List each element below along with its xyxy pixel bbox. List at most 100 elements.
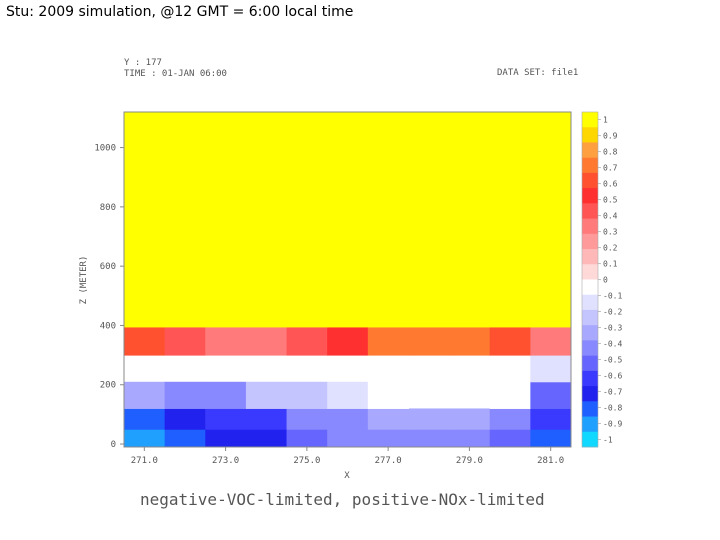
colorbar-label: 0.1 (603, 260, 618, 269)
heatmap-cell (245, 408, 288, 430)
heatmap-cell (367, 381, 409, 409)
x-tick-label: 277.0 (375, 456, 402, 466)
heatmap-cell (489, 381, 531, 409)
heatmap-cell (286, 326, 328, 356)
heatmap-cell (124, 298, 166, 328)
y-tick-label: 600 (100, 262, 116, 272)
colorbar-band (582, 233, 598, 250)
heatmap-cell (205, 298, 247, 328)
colorbar (581, 111, 599, 448)
colorbar-band (582, 203, 598, 219)
colorbar-label: 0.5 (603, 196, 618, 205)
colorbar-label: -0.2 (603, 307, 622, 316)
colorbar-band (582, 294, 598, 311)
colorbar-band (582, 142, 598, 159)
heatmap-cell (124, 381, 166, 409)
heatmap-cell (124, 429, 166, 448)
heatmap-cell (489, 298, 531, 328)
heatmap-cell (530, 429, 572, 448)
heatmap-cell (164, 381, 206, 409)
heatmap-cell (449, 326, 491, 356)
heatmap-cell (408, 408, 450, 430)
y-index-label: Y : 177 (124, 58, 162, 68)
y-tick-label: 1000 (94, 144, 116, 154)
colorbar-label: -0.4 (603, 339, 622, 348)
colorbar-label: -0.7 (603, 387, 622, 396)
colorbar-band (582, 431, 598, 448)
heatmap-cell (327, 381, 369, 409)
y-axis-ticks: 0 200 400 600 800 1000 (94, 144, 124, 450)
colorbar-band (582, 218, 598, 235)
heatmap-cell (367, 298, 409, 328)
x-tick-label: 273.0 (212, 456, 239, 466)
colorbar-band (582, 416, 598, 433)
dataset-label: DATA SET: file1 (497, 68, 579, 78)
heatmap-cell (408, 429, 450, 448)
chart-caption: negative-VOC-limited, positive-NOx-limit… (140, 490, 545, 509)
heatmap-cell (286, 408, 328, 430)
colorbar-label: -0.1 (603, 291, 622, 300)
heatmap-cell (489, 326, 531, 356)
colorbar-band (582, 188, 598, 204)
colorbar-label: -1 (603, 435, 613, 444)
heatmap-cell (164, 112, 206, 300)
heatmap-cell (164, 326, 206, 356)
heatmap-cell (286, 298, 328, 328)
colorbar-band (582, 340, 598, 357)
x-tick-label: 275.0 (293, 456, 320, 466)
heatmap-cell (530, 298, 572, 328)
heatmap-cell (286, 112, 328, 300)
heatmap-cell (164, 429, 206, 448)
heatmap-cell (124, 408, 166, 430)
y-tick-label: 0 (111, 440, 116, 450)
slide-title: Stu: 2009 simulation, @12 GMT = 6:00 loc… (6, 4, 354, 20)
colorbar-label: -0.8 (603, 403, 622, 412)
heatmap-cell (367, 429, 409, 448)
colorbar-label: 0.7 (603, 164, 618, 173)
colorbar-label: -0.6 (603, 371, 622, 380)
heatmap-cell (530, 355, 572, 383)
x-tick-label: 281.0 (537, 456, 564, 466)
heatmap-cell (489, 408, 531, 430)
heatmap-cell (327, 112, 369, 300)
heatmap-cell (205, 112, 247, 300)
colorbar-band (582, 112, 598, 128)
heatmap-cell (530, 408, 572, 430)
colorbar-band (582, 264, 598, 280)
heatmap-cell (489, 429, 531, 448)
heatmap-cell (124, 326, 166, 356)
heatmap-cell (408, 298, 450, 328)
colorbar-label: 0.4 (603, 212, 618, 221)
heatmap-cell (449, 429, 491, 448)
heatmap-cell (408, 326, 450, 356)
heatmap-cell (327, 298, 369, 328)
heatmap-cell (245, 381, 288, 409)
heatmap-cell (245, 326, 288, 356)
heatmap-cell (164, 298, 206, 328)
y-axis-label: Z (METER) (79, 256, 89, 305)
y-tick-label: 800 (100, 203, 116, 213)
colorbar-labels: 1 0.9 0.8 0.7 0.6 0.5 0.4 0.3 0.2 0.1 0 -0.1 -0.2 -0.… (598, 116, 622, 444)
heatmap-cell (449, 112, 491, 300)
colorbar-label: 0.6 (603, 180, 618, 189)
heatmap-cell (530, 112, 572, 300)
heatmap-cell (124, 112, 166, 300)
colorbar-band (582, 370, 598, 387)
heatmap-cell (245, 429, 288, 448)
x-axis-label: X (344, 471, 350, 481)
colorbar-label: 0.3 (603, 228, 618, 237)
heatmap-cell (245, 298, 288, 328)
heatmap-cells (124, 112, 572, 448)
colorbar-band (582, 325, 598, 341)
heatmap-cell (205, 429, 247, 448)
heatmap-cell (530, 381, 572, 409)
heatmap-cell (286, 429, 328, 448)
colorbar-label: -0.3 (603, 323, 622, 332)
colorbar-label: 0.2 (603, 244, 618, 253)
x-tick-label: 279.0 (456, 456, 483, 466)
colorbar-band (582, 309, 598, 326)
colorbar-label: -0.9 (603, 419, 622, 428)
y-tick-label: 400 (100, 321, 116, 331)
heatmap-cell (449, 408, 491, 430)
colorbar-band (582, 401, 598, 417)
